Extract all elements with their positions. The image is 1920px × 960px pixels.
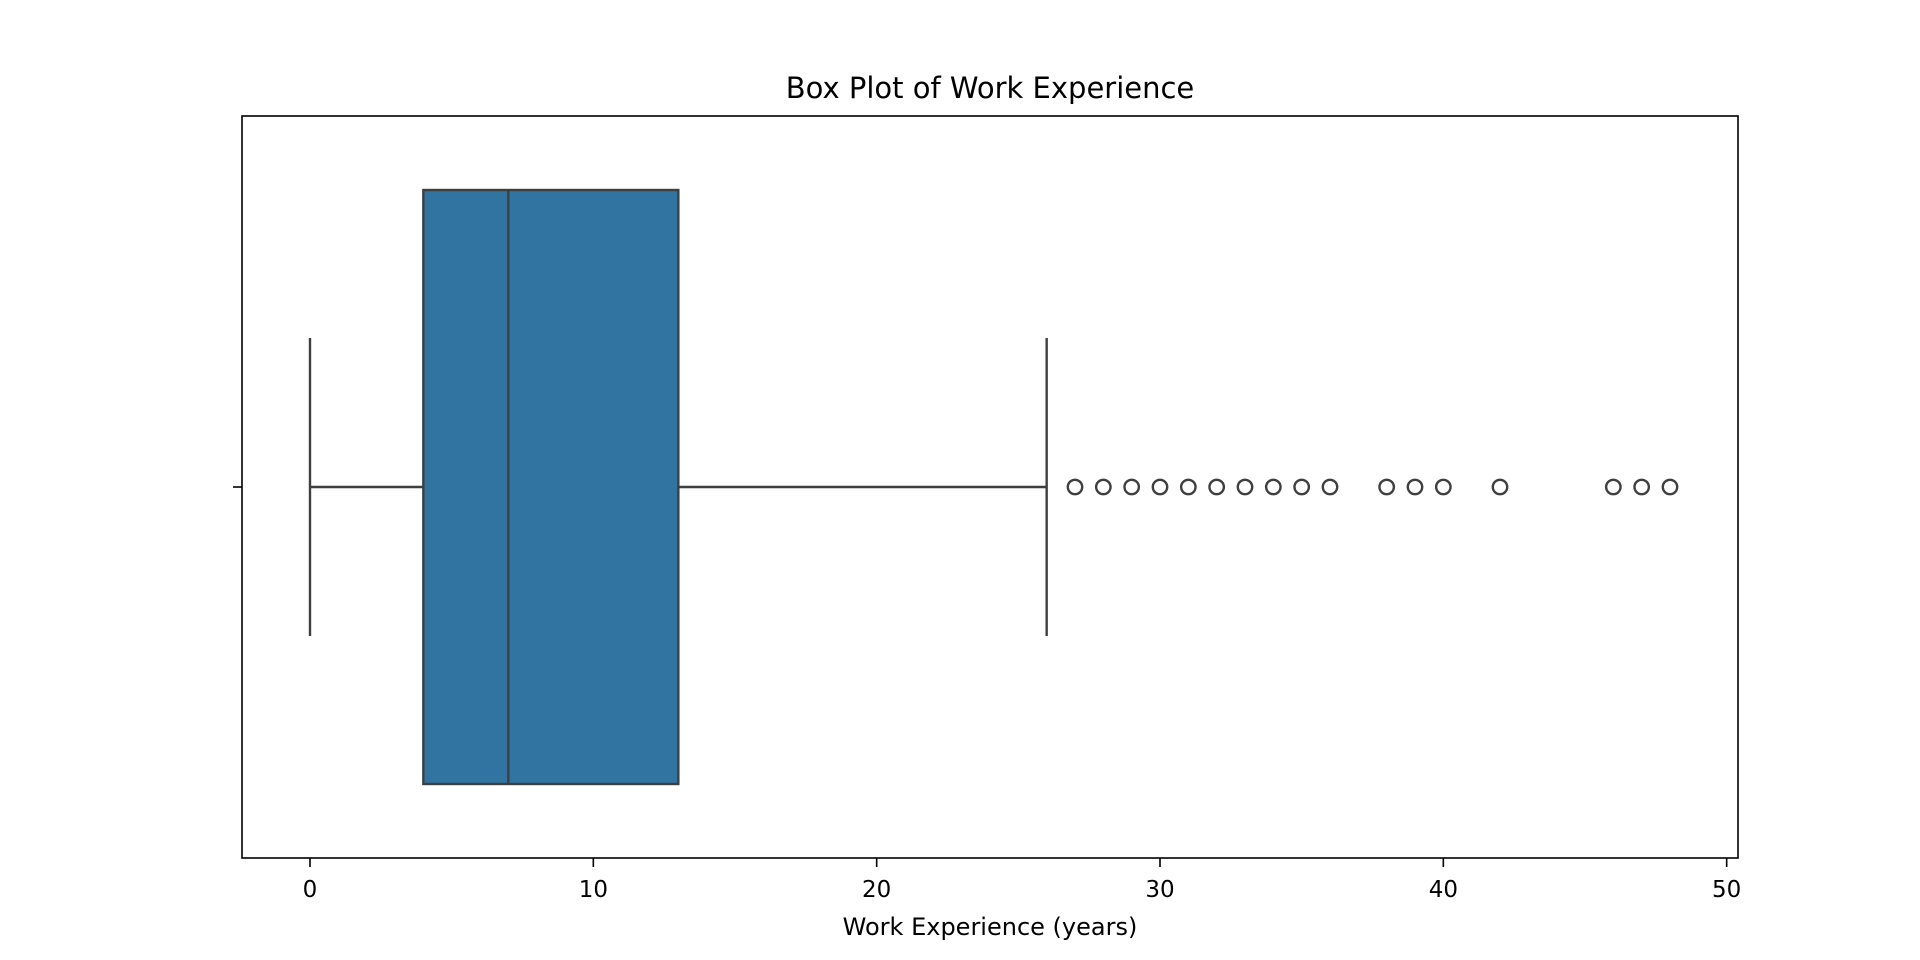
- outlier-point: [1321, 478, 1339, 496]
- x-tick-label: 20: [862, 877, 891, 903]
- outlier-point: [1661, 478, 1679, 496]
- outlier-point: [1378, 478, 1396, 496]
- x-axis-ticks: 0 10 20 30 40 50: [303, 858, 1741, 903]
- outlier-point: [1293, 478, 1311, 496]
- outlier-point: [1434, 478, 1452, 496]
- plot-marks: [308, 188, 1679, 786]
- outlier-point: [1151, 478, 1169, 496]
- x-tick-label: 0: [303, 877, 318, 903]
- outlier-point: [1236, 478, 1254, 496]
- outlier-point: [1264, 478, 1282, 496]
- x-tick-label: 10: [579, 877, 608, 903]
- outlier-point: [1123, 478, 1141, 496]
- outlier-point: [1633, 478, 1651, 496]
- x-tick-label: 40: [1429, 877, 1458, 903]
- x-axis-label: Work Experience (years): [843, 913, 1138, 941]
- outlier-point: [1491, 478, 1509, 496]
- iqr-box: [422, 188, 680, 786]
- outlier-point: [1066, 478, 1084, 496]
- chart-title: Box Plot of Work Experience: [786, 71, 1195, 105]
- outlier-point: [1179, 478, 1197, 496]
- outlier-point: [1604, 478, 1622, 496]
- outlier-point: [1094, 478, 1112, 496]
- x-tick-label: 30: [1145, 877, 1174, 903]
- x-tick-label: 50: [1712, 877, 1741, 903]
- outlier-point: [1208, 478, 1226, 496]
- outlier-point: [1406, 478, 1424, 496]
